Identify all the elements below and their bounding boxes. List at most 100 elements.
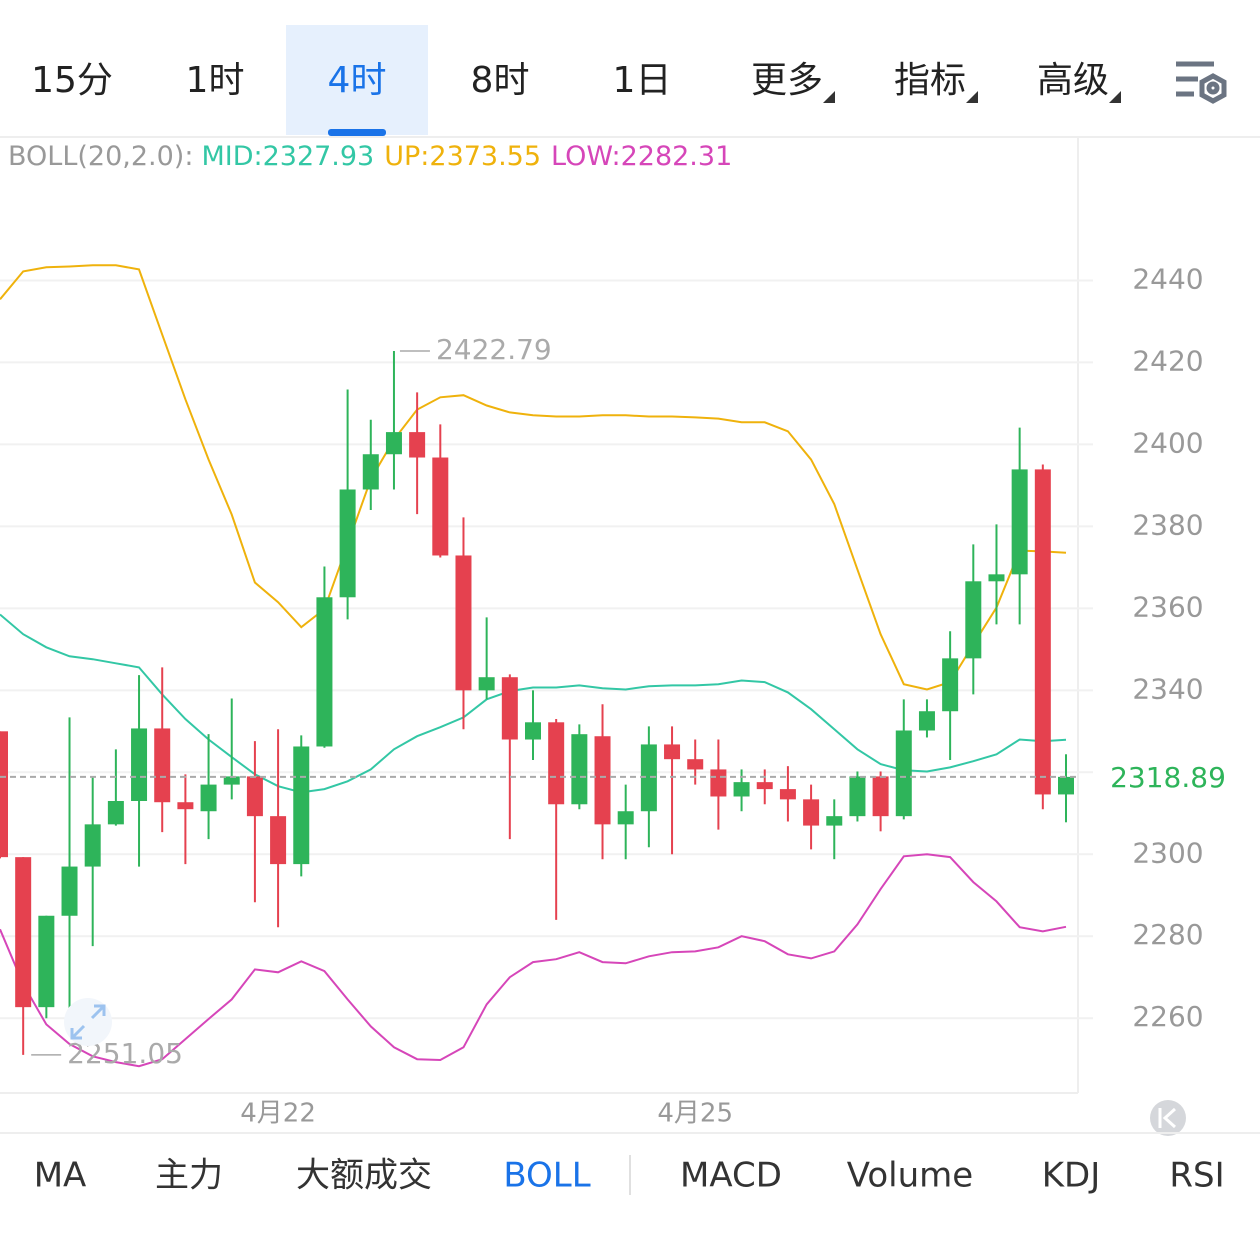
candle-body (131, 728, 148, 801)
candle-body (965, 581, 982, 659)
candle-body (270, 816, 287, 865)
candle-body (803, 799, 820, 826)
candle-body (246, 776, 263, 817)
candle-body (548, 722, 565, 805)
candle-body (15, 857, 32, 1008)
band-line (0, 264, 1067, 691)
tab-label[interactable]: 8时 (471, 60, 530, 101)
candle-body (617, 811, 634, 825)
candle-body (362, 454, 379, 490)
dropdown-arrow (823, 91, 836, 103)
candle-body (779, 789, 796, 800)
candle-body (177, 802, 194, 810)
y-tick-label: 2340 (1132, 672, 1203, 705)
tab-label[interactable]: 大额成交 (296, 1156, 432, 1196)
tab-label[interactable]: Volume (847, 1156, 973, 1196)
candle-body (872, 776, 889, 817)
last-price-label: 2318.89 (1110, 761, 1226, 794)
timeframe-tabs: 15分 1时 4时 8时 1日 更多 指标 高级 (31, 25, 1122, 136)
legend-entry: LOW:2282.31 (551, 141, 732, 172)
candle-body (478, 677, 495, 691)
tab-selected-bg (286, 25, 428, 135)
y-tick-label: 2440 (1132, 262, 1203, 295)
candle-body (0, 731, 8, 858)
candle-body (455, 555, 472, 691)
candle-body (316, 597, 333, 747)
candle-body (710, 769, 727, 797)
tab-label[interactable]: 1时 (186, 60, 245, 101)
candle-body (664, 744, 681, 760)
candle-body (154, 728, 171, 803)
candle-body (849, 776, 866, 817)
tab-label[interactable]: 指标 (894, 60, 966, 101)
y-tick-label: 2280 (1132, 918, 1203, 951)
tab-label[interactable]: KDJ (1042, 1156, 1101, 1196)
max-label: 2422.79 (436, 333, 552, 366)
candle-body (107, 800, 124, 825)
candle-body (409, 432, 426, 458)
settings-icon[interactable] (1176, 61, 1227, 104)
y-tick-label: 2400 (1132, 426, 1203, 459)
candle-body (432, 457, 449, 556)
tab-label[interactable]: 高级 (1037, 60, 1109, 101)
candle-body (640, 744, 657, 812)
legend-indicator: BOLL(20,2.0): (8, 141, 193, 172)
candle-body (84, 824, 101, 867)
candle-body (687, 759, 704, 770)
candle-body (1058, 776, 1074, 795)
candle-body (918, 711, 935, 731)
candle-body (895, 730, 912, 817)
candle-body (1034, 469, 1051, 795)
legend-entry: MID:2327.93 (201, 141, 374, 172)
candle-body (942, 658, 959, 712)
candle-body (61, 866, 78, 916)
candle-body (733, 782, 750, 797)
candle-body (38, 915, 55, 1008)
candle-body (501, 677, 518, 740)
dropdown-arrow (1109, 91, 1122, 103)
candle-body (594, 736, 611, 825)
tab-label[interactable]: 4时 (328, 60, 387, 101)
tab-indicator (328, 129, 386, 136)
candle-body (988, 574, 1005, 582)
candle-body (525, 722, 541, 740)
band-line (0, 853, 1067, 1068)
legend-entry: UP:2373.55 (384, 141, 541, 172)
axes: 2260228023002320234023602380240024202440… (240, 262, 1238, 1129)
tab-label[interactable]: BOLL (503, 1156, 590, 1196)
candle-body (571, 734, 588, 805)
tab-label[interactable]: MACD (680, 1156, 782, 1196)
last-price-bg (1098, 754, 1238, 799)
candle-body (756, 782, 773, 790)
legend: BOLL(20,2.0): MID:2327.93 UP:2373.55 LOW:22… (8, 141, 732, 172)
tab-label[interactable]: RSI (1169, 1156, 1224, 1196)
candle-body (223, 776, 240, 785)
dropdown-arrow (966, 91, 979, 103)
y-tick-label: 2380 (1132, 508, 1203, 541)
y-tick-label: 2420 (1132, 344, 1203, 377)
x-tick-label: 4月25 (657, 1099, 733, 1129)
candle-body (1011, 469, 1028, 575)
indicator-tabs: MA 主力 大额成交 BOLL MACD Volume KDJ RSI (34, 1156, 1225, 1196)
tab-label[interactable]: 更多 (751, 60, 823, 101)
band-line (0, 613, 1067, 794)
y-tick-label: 2260 (1132, 1000, 1203, 1033)
candle-body (339, 489, 356, 598)
tab-label[interactable]: 15分 (31, 60, 113, 101)
tab-label[interactable]: 1日 (613, 60, 672, 101)
expand-icon[interactable] (64, 998, 112, 1046)
scroll-to-latest[interactable] (1150, 1100, 1186, 1136)
x-tick-label: 4月22 (240, 1099, 316, 1129)
candle-body (385, 432, 402, 455)
candle-body (200, 784, 217, 812)
candle-body (826, 816, 843, 826)
candle-body (293, 746, 310, 865)
y-tick-label: 2300 (1132, 836, 1203, 869)
y-tick-label: 2360 (1132, 590, 1203, 623)
tab-label[interactable]: MA (34, 1156, 87, 1196)
tab-label[interactable]: 主力 (155, 1156, 223, 1196)
